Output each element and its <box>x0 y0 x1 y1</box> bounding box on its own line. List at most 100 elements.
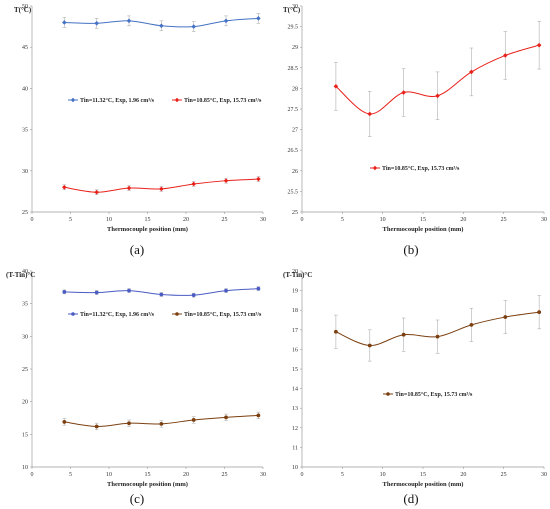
data-point <box>333 329 338 334</box>
legend: Tin=11.32°C, Exp, 1.96 cm³/s Tin=10.85°C,… <box>68 311 262 318</box>
panel-c: 10 15 20 25 30 35 40 0 5 10 15 20 25 30 (T-Tin)°C Therm… <box>6 269 266 506</box>
legend-entry: Tin=10.85°C, Exp, 15.73 cm³/s <box>382 165 460 172</box>
legend-marker <box>372 165 378 171</box>
x-tick-label: 20 <box>183 472 189 478</box>
data-point <box>62 184 67 190</box>
y-tick-label: 40 <box>22 269 28 275</box>
y-tick-label: 45 <box>22 45 28 51</box>
y-tick-label: 16 <box>292 347 298 353</box>
y-tick-label: 14 <box>292 387 298 393</box>
x-tick-label: 20 <box>183 217 189 223</box>
x-tick-label: 25 <box>501 217 507 223</box>
x-tick-label: 10 <box>380 472 386 478</box>
x-axis-label: Thermocouple position (mm) <box>107 226 188 233</box>
x-tick-label: 10 <box>106 217 112 223</box>
y-tick-label: 12 <box>292 426 298 432</box>
data-point <box>435 334 440 339</box>
data-point <box>256 16 261 21</box>
legend-marker <box>175 312 179 316</box>
legend-marker <box>71 312 75 316</box>
legend-marker <box>174 97 180 103</box>
x-tick-label: 30 <box>541 472 547 478</box>
data-point <box>159 292 164 297</box>
y-tick-label: 15 <box>292 367 298 373</box>
data-point <box>62 290 67 294</box>
data-point <box>62 20 67 25</box>
y-tick-label: 13 <box>292 406 298 412</box>
panel-caption: (d) <box>403 491 418 506</box>
series-0 <box>333 295 542 362</box>
data-point <box>256 413 261 418</box>
x-axis-label: Thermocouple position (mm) <box>383 226 464 233</box>
y-tick-label: 50 <box>22 4 28 10</box>
x-tick-label: 25 <box>222 472 228 478</box>
y-tick-label: 29 <box>292 45 298 51</box>
data-point <box>159 23 164 29</box>
y-tick-label: 25 <box>22 210 28 216</box>
data-point <box>469 323 474 327</box>
data-point <box>127 288 131 293</box>
data-point <box>256 176 261 182</box>
x-tick-label: 10 <box>380 217 386 223</box>
legend: Tin=11.32°C, Exp, 1.96 cm³/s Tin=10.85°C,… <box>68 97 262 104</box>
x-tick-label: 25 <box>222 217 228 223</box>
x-tick-label: 15 <box>145 472 151 478</box>
data-point <box>191 181 196 187</box>
data-point <box>469 69 474 75</box>
y-axis-label: T(°C) <box>14 6 32 14</box>
x-tick-label: 25 <box>501 472 507 478</box>
x-tick-label: 10 <box>106 472 112 478</box>
y-tick-label: 25 <box>22 367 28 373</box>
y-tick-label: 27.5 <box>288 107 299 113</box>
y-tick-label: 19 <box>292 289 298 295</box>
legend-entry: Tin=10.85°C, Exp, 15.73 cm³/s <box>395 391 473 398</box>
y-axis-label: (T-Tin)°C <box>283 271 312 279</box>
y-tick-label: 35 <box>22 128 28 134</box>
data-point <box>502 53 508 58</box>
data-point <box>224 288 228 293</box>
legend-marker <box>386 392 390 396</box>
x-tick-label: 0 <box>31 472 34 478</box>
data-point <box>536 42 542 48</box>
y-tick-label: 26 <box>292 169 298 175</box>
x-tick-label: 15 <box>420 217 426 223</box>
panel-caption: (b) <box>403 242 418 257</box>
x-tick-label: 0 <box>301 472 304 478</box>
y-tick-label: 10 <box>292 465 298 471</box>
data-point <box>435 93 440 99</box>
y-tick-label: 30 <box>292 4 298 10</box>
data-point <box>126 18 132 24</box>
panel-b: 25 25.5 26 26.5 27 27.5 28 28.5 29 29.5 30 0 5 10 15 20… <box>283 4 547 257</box>
x-tick-label: 5 <box>341 472 344 478</box>
data-point <box>94 424 99 429</box>
y-tick-label: 11 <box>292 445 298 451</box>
x-axis-label: Thermocouple position (mm) <box>383 481 464 488</box>
panel-caption: (c) <box>130 491 144 506</box>
y-tick-label: 29.5 <box>288 25 299 31</box>
y-tick-label: 30 <box>22 169 28 175</box>
series-0 <box>62 13 261 32</box>
y-tick-label: 10 <box>22 465 28 471</box>
y-tick-label: 27 <box>292 128 298 134</box>
x-tick-label: 15 <box>420 472 426 478</box>
y-axis-label: T(°C) <box>283 6 301 14</box>
x-axis-label: Thermocouple position (mm) <box>107 481 188 488</box>
series-1 <box>62 411 261 431</box>
y-tick-label: 30 <box>22 334 28 340</box>
data-point <box>159 186 164 192</box>
data-point <box>191 24 196 29</box>
legend-entry: Tin=10.85°C, Exp, 15.73 cm³/s <box>184 311 262 318</box>
data-point <box>256 286 261 291</box>
data-point <box>126 185 132 191</box>
legend-marker <box>70 97 76 103</box>
series-0 <box>62 286 261 298</box>
legend-entry: Tin=10.85°C, Exp, 15.73 cm³/s <box>184 97 262 104</box>
y-tick-label: 15 <box>22 432 28 438</box>
series-0 <box>333 20 542 137</box>
x-tick-label: 30 <box>260 217 266 223</box>
data-point <box>94 290 99 295</box>
y-tick-label: 20 <box>292 269 298 275</box>
x-tick-label: 5 <box>69 217 72 223</box>
legend-entry: Tin=11.32°C, Exp, 1.96 cm³/s <box>80 311 155 318</box>
